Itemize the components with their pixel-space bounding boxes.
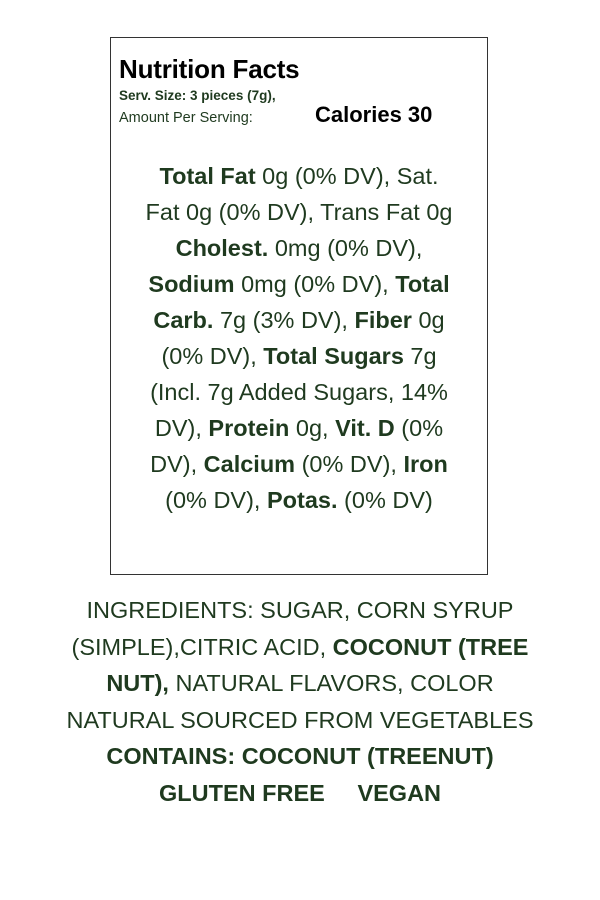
nutrient-bold-text: Carb. (153, 307, 214, 333)
ingredients-text: NATURAL FLAVORS, COLOR (168, 670, 494, 696)
calories: Calories 30 (315, 102, 433, 127)
nutrient-line: (Incl. 7g Added Sugars, 14% (111, 374, 487, 410)
ingredients-block: INGREDIENTS: SUGAR, CORN SYRUP (SIMPLE),C… (0, 592, 600, 811)
nutrient-bold-text: Calcium (203, 451, 296, 477)
nutrient-text: Fat 0g (0% DV), Trans Fat 0g (145, 199, 453, 225)
nutrient-line: (0% DV), Total Sugars 7g (111, 338, 487, 374)
nutrient-bold-text: Total Fat (159, 163, 256, 189)
nutrient-text: (Incl. 7g Added Sugars, 14% (150, 379, 448, 405)
nutrient-line: DV), Protein 0g, Vit. D (0% (111, 410, 487, 446)
nutrient-text: 7g (3% DV), (213, 307, 355, 333)
ingredients-text: NATURAL SOURCED FROM VEGETABLES (66, 706, 534, 733)
nutrient-bold-text: Vit. D (335, 415, 395, 441)
nutrient-bold-text: Cholest. (175, 235, 269, 261)
ingredients-text: (SIMPLE),CITRIC ACID, (71, 633, 333, 660)
nutrient-text: (0% DV), (161, 343, 264, 369)
nutrient-text: 0mg (0% DV), (234, 271, 396, 297)
nutrient-line: Carb. 7g (3% DV), Fiber 0g (111, 302, 487, 338)
nutrient-line: DV), Calcium (0% DV), Iron (111, 446, 487, 482)
ingredients-bold-text: CONTAINS: COCONUT (TREENUT) (106, 743, 494, 769)
nutrient-text: 0g, (289, 415, 336, 441)
nutrient-text: DV), (154, 415, 209, 441)
nutrient-bold-text: Iron (403, 451, 448, 477)
ingredients-bold-text: GLUTEN FREE VEGAN (158, 779, 442, 806)
ingredients-line: (SIMPLE),CITRIC ACID, COCONUT (TREE (0, 629, 600, 666)
nutrient-text: (0% DV), (165, 487, 267, 513)
nutrient-line: Cholest. 0mg (0% DV), (111, 230, 487, 266)
nutrient-text: (0% (394, 415, 444, 441)
nutrient-text: DV), (150, 451, 204, 477)
ingredients-bold-text: NUT), (106, 670, 169, 696)
nutrient-bold-text: Fiber (354, 307, 412, 333)
nutrient-bold-text: Total (395, 271, 450, 297)
nutrition-facts-panel: Nutrition Facts Serv. Size: 3 pieces (7g… (110, 37, 488, 575)
amount-per-serving: Amount Per Serving: (119, 110, 253, 126)
nutrient-bold-text: Potas. (267, 487, 338, 513)
nutrient-line: Total Fat 0g (0% DV), Sat. (111, 158, 487, 194)
nutrient-text: (0% DV) (337, 487, 433, 513)
nutrient-text: 0g (0% DV), Sat. (255, 163, 439, 189)
nutrient-text: (0% DV), (295, 451, 404, 477)
nutrient-text: 0mg (0% DV), (268, 235, 423, 261)
nutrient-line: (0% DV), Potas. (0% DV) (111, 482, 487, 518)
nutrient-bold-text: Sodium (148, 271, 235, 297)
ingredients-line: INGREDIENTS: SUGAR, CORN SYRUP (0, 592, 600, 629)
ingredients-bold-text: COCONUT (TREE (332, 633, 529, 660)
nutrition-facts-title: Nutrition Facts (119, 54, 300, 84)
ingredients-text: INGREDIENTS: SUGAR, CORN SYRUP (86, 597, 514, 623)
nutrient-line: Fat 0g (0% DV), Trans Fat 0g (111, 194, 487, 230)
nutrient-line: Sodium 0mg (0% DV), Total (111, 266, 487, 302)
nutrient-list: Total Fat 0g (0% DV), Sat. Fat 0g (0% DV)… (111, 158, 487, 518)
nutrient-text: 7g (403, 343, 437, 369)
ingredients-line: CONTAINS: COCONUT (TREENUT) (0, 738, 600, 775)
ingredients-line: NUT), NATURAL FLAVORS, COLOR (0, 665, 600, 702)
ingredients-line: GLUTEN FREE VEGAN (0, 775, 600, 812)
ingredients-line: NATURAL SOURCED FROM VEGETABLES (0, 702, 600, 739)
nutrient-bold-text: Total Sugars (263, 343, 404, 369)
serving-size: Serv. Size: 3 pieces (7g), (119, 88, 276, 103)
nutrient-bold-text: Protein (208, 415, 290, 441)
nutrient-text: 0g (411, 307, 445, 333)
